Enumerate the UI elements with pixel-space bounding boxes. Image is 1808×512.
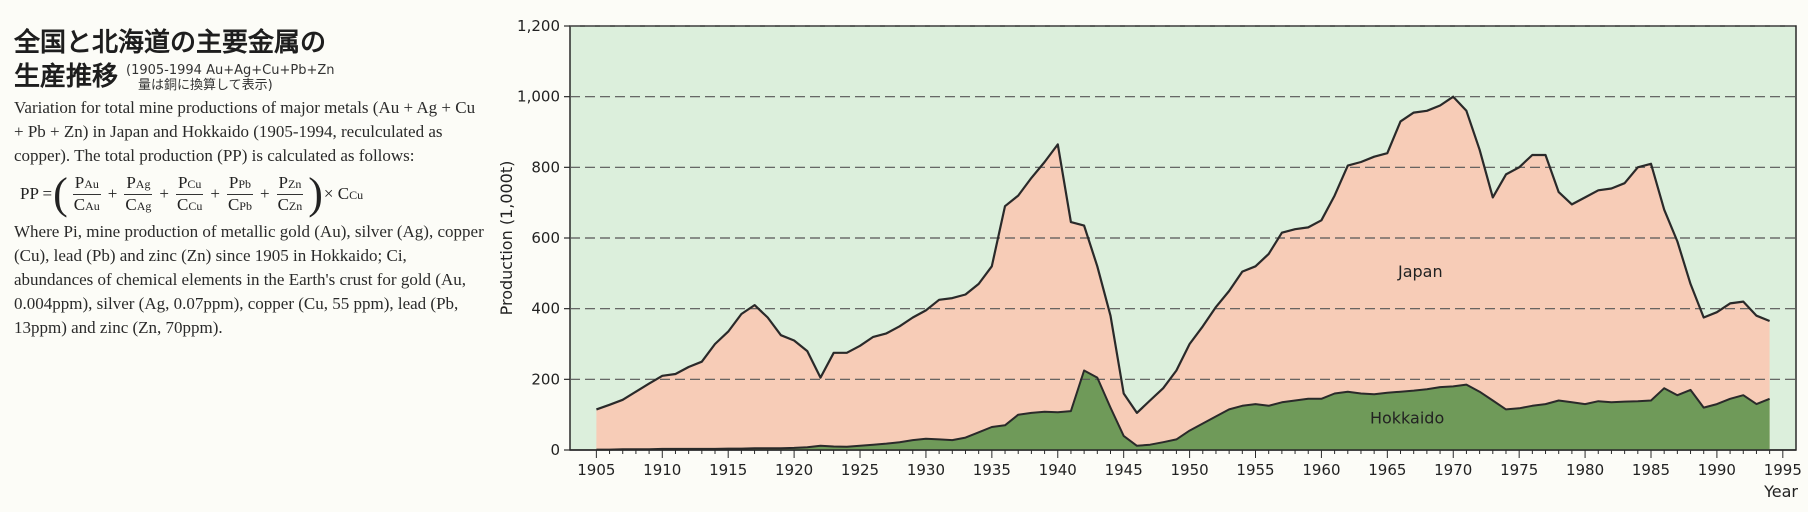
fraction-denominator: CCu xyxy=(177,194,203,214)
x-tick-label: 1980 xyxy=(1566,461,1604,479)
title-jp-line2: 生産推移 xyxy=(14,62,119,92)
fraction-numerator: PPb xyxy=(226,173,254,195)
x-tick-label: 1960 xyxy=(1302,461,1340,479)
series-hokkaido-line xyxy=(596,369,1770,451)
x-tick-label: 1970 xyxy=(1434,461,1472,479)
formula-fraction: PCu CCu xyxy=(175,173,204,216)
x-tick-label: 1915 xyxy=(709,461,747,479)
x-tick-label: 1930 xyxy=(907,461,945,479)
x-tick-label: 1955 xyxy=(1236,461,1274,479)
formula-fraction: PPb CPb xyxy=(226,173,254,216)
title-jp-note: (1905-1994 Au+Ag+Cu+Pb+Zn 量は銅に換算して表示) xyxy=(126,63,334,93)
series-label-hokkaido: Hokkaido xyxy=(1370,409,1444,428)
formula-rhs-symbol: × C xyxy=(323,184,350,203)
x-tick-label: 1920 xyxy=(775,461,813,479)
x-tick-label: 1945 xyxy=(1105,461,1143,479)
x-tick-label: 1965 xyxy=(1368,461,1406,479)
chart-svg: 0 200 400 600 800 1,000 1,200 1905 1910 1915 1920 1… xyxy=(497,17,1802,501)
fraction-numerator: PCu xyxy=(175,173,204,195)
fraction-denominator: CPb xyxy=(227,194,252,214)
x-tick-label: 1985 xyxy=(1632,461,1670,479)
x-tick-label: 1935 xyxy=(973,461,1011,479)
formula-plus: + xyxy=(210,184,220,203)
y-axis-label: Production (1,000t) xyxy=(497,161,516,316)
fraction-numerator: PZn xyxy=(276,173,304,195)
fraction-numerator: PAu xyxy=(72,173,101,195)
fraction-denominator: CZn xyxy=(277,194,303,214)
description-en-paragraph2: Where Pi, mine production of metallic go… xyxy=(14,222,484,337)
formula-close-paren: ) xyxy=(308,169,323,218)
formula-plus: + xyxy=(107,184,118,203)
formula-rhs: × CCu xyxy=(324,184,363,204)
formula-lhs: PP = xyxy=(20,184,53,203)
title-jp-line1: 全国と北海道の主要金属の xyxy=(14,28,327,58)
formula-rhs-sub: Cu xyxy=(349,188,364,202)
x-tick-label: 1940 xyxy=(1039,461,1077,479)
formula-terms: PAu CAu + PAg CAg + PCu CCu + PPb CPb + PZn CZn xyxy=(69,173,307,216)
formula-fraction: PAu CAu xyxy=(72,173,102,216)
formula-open-paren: ( xyxy=(53,169,68,218)
x-tick-label: 1925 xyxy=(841,461,879,479)
x-tick-label: 1995 xyxy=(1764,461,1802,479)
y-tick-label: 1,200 xyxy=(517,17,560,35)
y-tick-label: 200 xyxy=(531,370,560,388)
formula-fraction: PZn CZn xyxy=(276,173,305,216)
formula-fraction: PAg CAg xyxy=(123,173,153,216)
note-jp-line2: 量は銅に換算して表示) xyxy=(138,78,273,93)
y-tick-label: 600 xyxy=(531,229,560,247)
x-tick-label: 1975 xyxy=(1500,461,1538,479)
description-panel: 全国と北海道の主要金属の 生産推移 (1905-1994 Au+Ag+Cu+Pb… xyxy=(14,26,484,340)
y-tick-label: 400 xyxy=(531,300,560,318)
fraction-denominator: CAu xyxy=(73,194,100,214)
formula-plus: + xyxy=(259,184,270,203)
y-tick-label: 1,000 xyxy=(517,88,560,106)
x-tick-label: 1950 xyxy=(1170,461,1208,479)
fraction-numerator: PAg xyxy=(124,173,153,195)
y-tick-label: 0 xyxy=(550,441,560,459)
fraction-denominator: CAg xyxy=(125,194,152,214)
description-en-paragraph1: Variation for total mine productions of … xyxy=(14,98,476,165)
series-label-japan: Japan xyxy=(1397,262,1443,281)
series-japan-line xyxy=(596,95,1771,414)
production-formula: PP = ( PAu CAu + PAg CAg + PCu CCu + PPb CPb + PZn CZ… xyxy=(20,172,484,216)
x-tick-label: 1910 xyxy=(643,461,681,479)
x-tick-label: 1905 xyxy=(577,461,615,479)
series-japan-area xyxy=(596,96,1770,450)
x-axis-label: Year xyxy=(1763,482,1798,501)
y-tick-label: 800 xyxy=(531,158,560,176)
note-jp-line1: (1905-1994 Au+Ag+Cu+Pb+Zn xyxy=(126,63,335,78)
formula-plus: + xyxy=(159,184,169,203)
title-jp-row2: 生産推移 (1905-1994 Au+Ag+Cu+Pb+Zn 量は銅に換算して表… xyxy=(14,60,484,94)
production-chart: 0 200 400 600 800 1,000 1,200 1905 1910 1915 1920 1… xyxy=(490,0,1808,512)
x-tick-label: 1990 xyxy=(1698,461,1736,479)
